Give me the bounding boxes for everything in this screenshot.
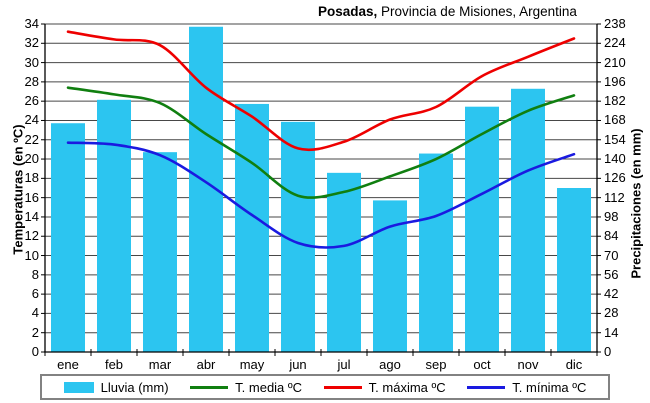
month-label-jun: jun bbox=[289, 357, 307, 372]
bar-feb bbox=[97, 99, 131, 353]
left-tick-label-10: 10 bbox=[24, 247, 39, 263]
bar-oct bbox=[465, 106, 499, 352]
bar-ene bbox=[51, 123, 85, 352]
legend-item-lluvia: Lluvia (mm) bbox=[63, 379, 169, 395]
tmedia-line-icon bbox=[190, 385, 229, 389]
month-label-dic: dic bbox=[565, 357, 583, 372]
legend: Lluvia (mm) T. media ºC T. máxima ºC T. … bbox=[40, 374, 610, 400]
right-tick-label-70: 70 bbox=[604, 247, 619, 263]
left-tick-label-24: 24 bbox=[24, 112, 39, 128]
left-tick-label-32: 32 bbox=[24, 35, 39, 51]
right-tick-label-154: 154 bbox=[604, 131, 626, 147]
bar-jul bbox=[327, 172, 361, 352]
left-tick-label-0: 0 bbox=[31, 344, 39, 359]
left-tick-label-20: 20 bbox=[24, 151, 39, 167]
right-tick-label-126: 126 bbox=[604, 170, 626, 186]
legend-label-tmedia: T. media ºC bbox=[235, 379, 303, 395]
month-label-mar: mar bbox=[148, 357, 172, 372]
tmaxima-line-icon bbox=[323, 385, 362, 389]
month-label-sep: sep bbox=[425, 357, 447, 372]
left-tick-label-22: 22 bbox=[24, 131, 39, 147]
right-tick-label-210: 210 bbox=[604, 54, 626, 70]
left-tick-label-26: 26 bbox=[24, 93, 39, 109]
right-tick-label-98: 98 bbox=[604, 208, 619, 224]
left-tick-label-8: 8 bbox=[31, 266, 39, 282]
bar-nov bbox=[511, 88, 545, 353]
right-tick-label-224: 224 bbox=[604, 35, 626, 51]
left-tick-label-18: 18 bbox=[24, 170, 39, 186]
legend-label-lluvia: Lluvia (mm) bbox=[100, 379, 169, 395]
left-tick-label-30: 30 bbox=[24, 54, 39, 70]
left-tick-label-14: 14 bbox=[24, 208, 39, 224]
legend-label-tminima: T. mínima ºC bbox=[512, 379, 587, 395]
month-label-ago: ago bbox=[379, 357, 401, 372]
month-label-may: may bbox=[239, 357, 265, 372]
rain-swatch-icon bbox=[63, 381, 94, 393]
left-tick-label-28: 28 bbox=[24, 73, 39, 89]
tminima-line-icon bbox=[467, 385, 506, 389]
line-T. media ºC bbox=[66, 86, 576, 199]
left-tick-label-6: 6 bbox=[31, 286, 39, 302]
left-tick-label-12: 12 bbox=[24, 228, 39, 244]
right-tick-label-0: 0 bbox=[604, 344, 612, 359]
left-tick-label-4: 4 bbox=[31, 305, 39, 321]
right-tick-label-28: 28 bbox=[604, 305, 619, 321]
legend-item-tmaxima: T. máxima ºC bbox=[323, 379, 446, 395]
bar-mar bbox=[143, 152, 177, 352]
month-label-nov: nov bbox=[517, 357, 539, 372]
right-tick-label-112: 112 bbox=[604, 189, 625, 205]
right-tick-label-14: 14 bbox=[604, 324, 619, 340]
line-T. máxima ºC bbox=[66, 30, 576, 152]
left-tick-label-16: 16 bbox=[24, 189, 39, 205]
right-tick-label-84: 84 bbox=[604, 228, 619, 244]
month-label-oct: oct bbox=[473, 357, 491, 372]
chart-title: Posadas, Provincia de Misiones, Argentin… bbox=[318, 4, 577, 19]
bar-sep bbox=[419, 153, 453, 352]
month-label-ene: ene bbox=[57, 357, 79, 372]
right-tick-label-42: 42 bbox=[604, 286, 619, 302]
right-tick-label-238: 238 bbox=[604, 16, 626, 31]
legend-label-tmaxima: T. máxima ºC bbox=[368, 379, 446, 395]
right-tick-label-168: 168 bbox=[604, 112, 626, 128]
month-label-jul: jul bbox=[337, 357, 351, 372]
right-tick-label-182: 182 bbox=[604, 93, 626, 109]
right-tick-label-56: 56 bbox=[604, 266, 619, 282]
chart-title-region: Provincia de Misiones, Argentina bbox=[377, 4, 577, 19]
left-tick-label-2: 2 bbox=[31, 324, 39, 340]
month-label-abr: abr bbox=[196, 357, 216, 372]
left-tick-label-34: 34 bbox=[24, 16, 39, 31]
bar-dic bbox=[557, 188, 591, 352]
bar-may bbox=[235, 103, 269, 352]
line-T. mínima ºC bbox=[66, 141, 576, 249]
right-tick-label-140: 140 bbox=[604, 151, 626, 167]
chart-title-city: Posadas, bbox=[318, 4, 378, 19]
right-tick-label-196: 196 bbox=[604, 73, 626, 89]
legend-item-tminima: T. mínima ºC bbox=[467, 380, 586, 395]
legend-item-tmedia: T. media ºC bbox=[190, 380, 302, 395]
month-label-feb: feb bbox=[104, 357, 124, 372]
